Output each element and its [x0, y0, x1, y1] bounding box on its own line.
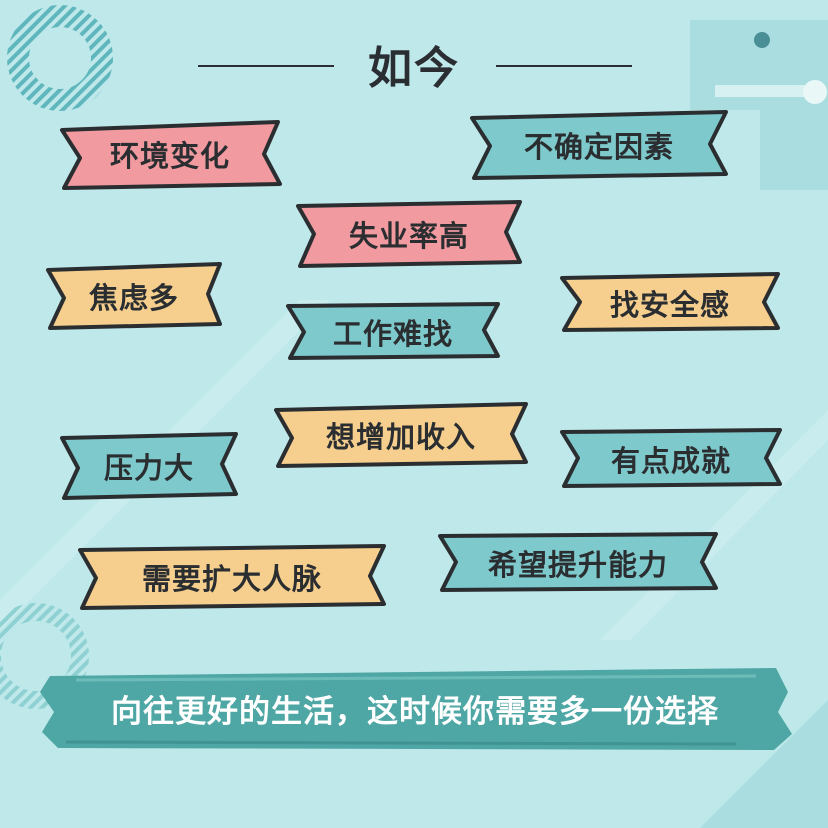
tag-label: 工作难找 [332, 317, 453, 351]
ribbon-shape [560, 272, 780, 332]
slogan-text: 向往更好的生活，这时候你需要多一份选择 [111, 693, 719, 730]
title-line-left [198, 65, 334, 67]
tag-improve-ability: 希望提升能力 [436, 532, 720, 594]
banner-brush-shape [40, 668, 792, 750]
page-title: 如今 [368, 43, 460, 94]
tag-hard-to-find-job: 工作难找 [284, 302, 502, 362]
tag-label: 想增加收入 [325, 420, 476, 454]
ribbon-shape [438, 532, 718, 592]
tag-label: 有点成就 [610, 444, 731, 478]
slogan-banner: 向往更好的生活，这时候你需要多一份选择 [36, 662, 794, 754]
tag-unemployment: 失业率高 [294, 200, 524, 268]
tag-high-pressure: 压力大 [58, 432, 240, 500]
title-line-right [496, 65, 632, 67]
ribbon-shape [78, 544, 386, 610]
tag-label: 失业率高 [348, 219, 469, 253]
ribbon-shape [274, 402, 528, 468]
tag-increase-income: 想增加收入 [272, 402, 530, 468]
ribbon-shape [60, 120, 282, 190]
tag-label: 不确定因素 [523, 130, 674, 164]
tag-anxiety: 焦虑多 [44, 262, 224, 330]
tag-environment-change: 环境变化 [58, 118, 282, 190]
tag-uncertainty: 不确定因素 [468, 110, 730, 180]
ribbon-shape [296, 200, 522, 268]
tag-label: 需要扩大人脉 [141, 562, 322, 596]
tag-label: 压力大 [103, 451, 194, 485]
tag-expand-network: 需要扩大人脉 [76, 544, 388, 610]
header: 如今 [0, 18, 828, 94]
tag-seek-security: 找安全感 [558, 272, 782, 334]
ribbon-shape [60, 432, 238, 500]
tag-label: 环境变化 [109, 139, 230, 173]
tag-label: 找安全感 [609, 288, 730, 322]
ribbon-shape [470, 110, 728, 180]
ribbon-shape [46, 262, 222, 330]
ribbon-shape [286, 302, 500, 360]
ribbon-shape [560, 428, 782, 488]
tag-label: 焦虑多 [88, 281, 179, 315]
tag-label: 希望提升能力 [487, 548, 668, 582]
tag-achievement: 有点成就 [558, 428, 784, 490]
